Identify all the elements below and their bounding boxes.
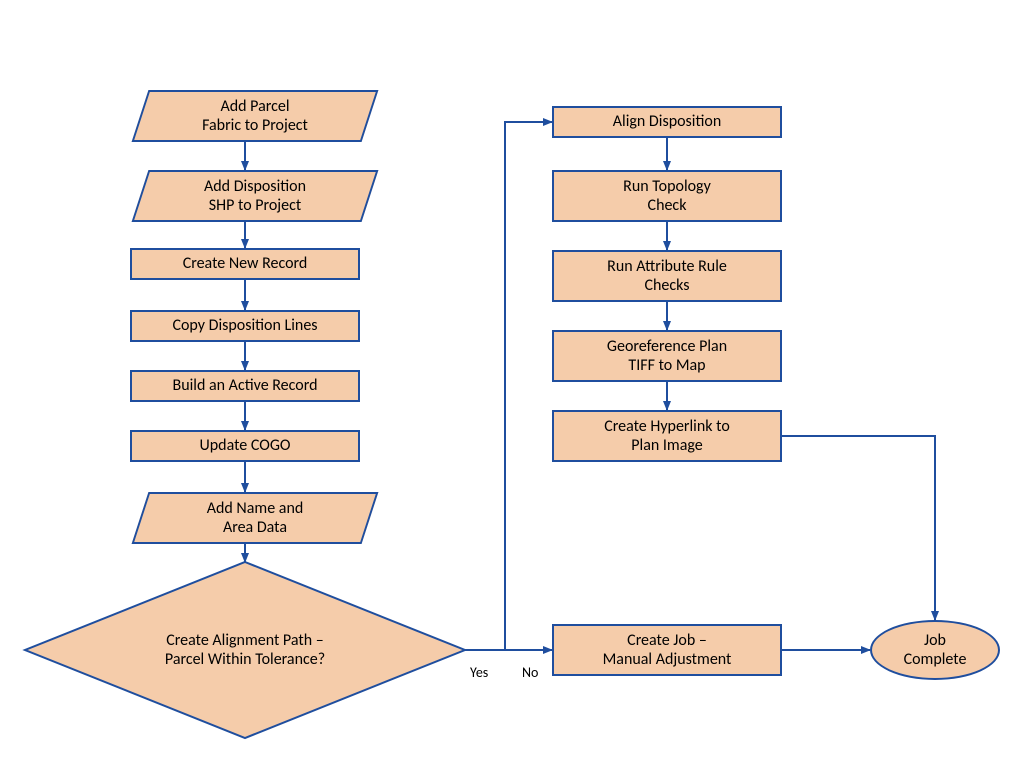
node-label: Add Name and Area Data — [207, 499, 304, 537]
process-node-r2: Run Topology Check — [552, 170, 782, 222]
process-node-n4: Copy Disposition Lines — [130, 310, 360, 342]
process-node-r5: Create Hyperlink to Plan Image — [552, 410, 782, 462]
process-node-cj: Create Job – Manual Adjustment — [552, 624, 782, 676]
process-node-n6: Update COGO — [130, 430, 360, 462]
process-node-r1: Align Disposition — [552, 106, 782, 138]
edge-label-d1-r1: Yes — [470, 664, 488, 681]
process-node-n3: Create New Record — [130, 248, 360, 280]
parallelogram-node-n2: Add Disposition SHP to Project — [140, 170, 370, 222]
parallelogram-node-n7: Add Name and Area Data — [140, 492, 370, 544]
process-node-r4: Georeference Plan TIFF to Map — [552, 330, 782, 382]
parallelogram-node-n1: Add Parcel Fabric to Project — [140, 90, 370, 142]
edge-label-d1-cj: No — [522, 664, 538, 681]
process-node-n5: Build an Active Record — [130, 370, 360, 402]
node-label: Add Disposition SHP to Project — [204, 177, 306, 215]
edge-d1-r1 — [465, 122, 552, 650]
edge-r5-end — [782, 436, 935, 620]
terminator-node-end: Job Complete — [870, 620, 1000, 680]
node-label: Add Parcel Fabric to Project — [202, 97, 308, 135]
flowchart-stage: Add Parcel Fabric to Project Add Disposit… — [0, 0, 1024, 760]
process-node-r3: Run Attribute Rule Checks — [552, 250, 782, 302]
decision-label-d1: Create Alignment Path – Parcel Within To… — [25, 562, 465, 738]
decision-d1 — [25, 562, 465, 738]
